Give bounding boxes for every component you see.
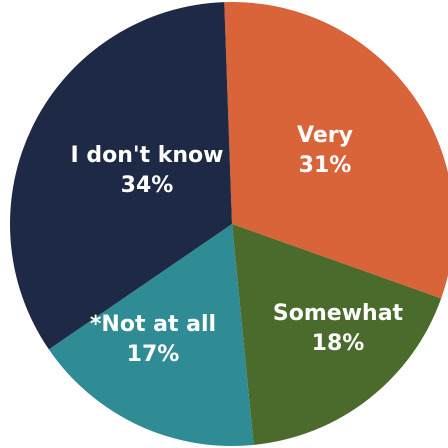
pie-slice-somewhat — [232, 224, 442, 445]
slice-value-label: 34% — [121, 173, 174, 198]
pie-slice-very — [224, 2, 448, 299]
slice-value-label: 31% — [299, 153, 352, 178]
slice-label: I don't know — [70, 143, 223, 168]
slice-value-label: 18% — [312, 331, 365, 356]
slice-label: *Not at all — [90, 312, 216, 337]
pie-slices — [10, 2, 448, 446]
slice-label: Somewhat — [273, 301, 404, 326]
pie-labels: Very 31% Somewhat 18% *Not at all 17% I don't … — [70, 123, 403, 367]
pie-slice-not-at-all — [48, 224, 254, 446]
pie-slice-i-don-t-know — [10, 2, 233, 350]
slice-label: Very — [297, 123, 353, 148]
slice-value-label: 17% — [127, 342, 180, 367]
